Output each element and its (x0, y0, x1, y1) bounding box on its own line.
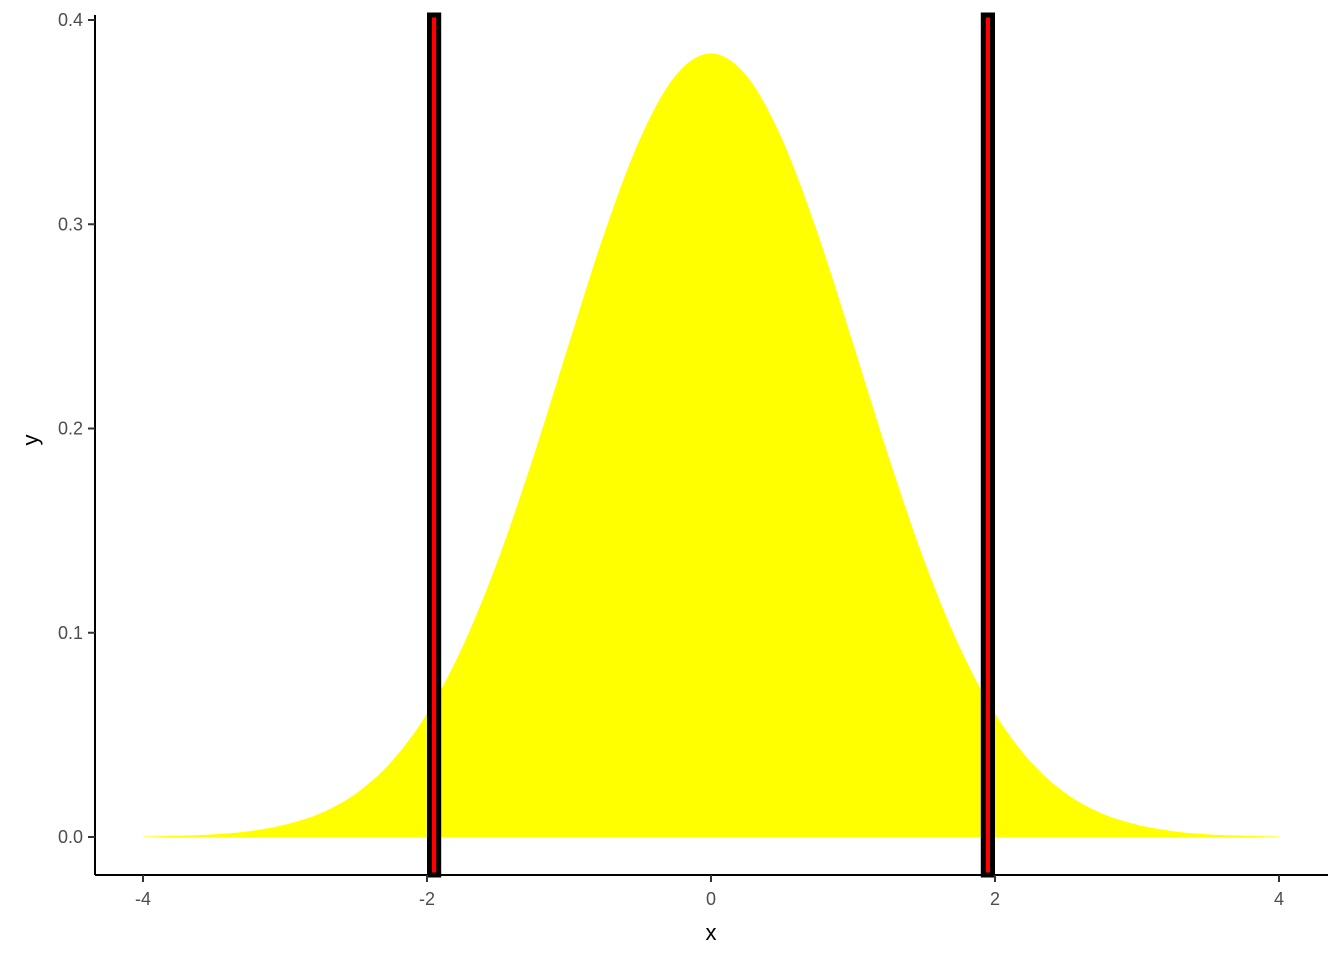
x-tick-label: -2 (419, 889, 435, 909)
x-axis-ticks: -4 -2 0 2 4 (135, 875, 1284, 909)
density-area-layer (143, 53, 1279, 837)
y-axis-ticks: 0.0 0.1 0.2 0.3 0.4 (58, 10, 95, 847)
y-axis-title: y (18, 435, 43, 446)
y-tick-label: 0.3 (58, 214, 83, 234)
y-tick-label: 0.2 (58, 419, 83, 439)
y-tick-label: 0.0 (58, 827, 83, 847)
y-tick-label: 0.1 (58, 623, 83, 643)
x-tick-label: 0 (706, 889, 716, 909)
x-tick-label: -4 (135, 889, 151, 909)
density-area (143, 53, 1279, 837)
x-axis-title: x (706, 920, 717, 945)
y-tick-label: 0.4 (58, 10, 83, 30)
x-tick-label: 2 (990, 889, 1000, 909)
critical-band-2 (980, 12, 995, 878)
x-tick-label: 4 (1274, 889, 1284, 909)
critical-band-1 (427, 12, 442, 878)
